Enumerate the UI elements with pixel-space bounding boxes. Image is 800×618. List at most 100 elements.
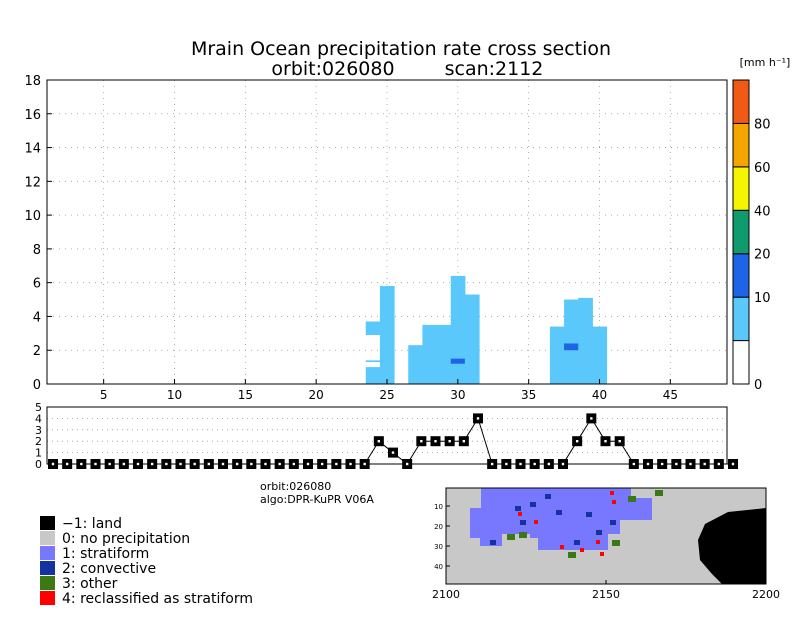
type-y-tick-label: 5 xyxy=(35,401,42,414)
title-orbit: orbit:026080 xyxy=(271,58,394,80)
type-marker-dot xyxy=(547,462,551,466)
colorbar-label: 80 xyxy=(754,117,771,132)
type-marker-dot xyxy=(420,440,423,443)
colorbar-band xyxy=(732,296,750,342)
y-tick-label: 12 xyxy=(24,175,41,190)
precip-cell xyxy=(564,343,579,351)
precip-cell xyxy=(379,286,395,384)
type-y-tick-label: 1 xyxy=(35,447,42,460)
type-marker-dot xyxy=(448,440,451,443)
info-algo: algo:DPR-KuPR V06A xyxy=(260,493,374,506)
colorbar-label: 0 xyxy=(754,378,762,393)
type-marker-dot xyxy=(533,462,536,466)
y-tick-label: 18 xyxy=(24,74,41,89)
type-marker-dot xyxy=(363,462,366,466)
precip-cell xyxy=(436,324,452,384)
precip-type-grid xyxy=(47,417,727,454)
type-marker-dot xyxy=(292,462,296,466)
type-marker-dot xyxy=(264,462,267,466)
type-marker-dot xyxy=(377,440,381,443)
info-orbit: orbit:026080 xyxy=(260,480,331,493)
type-marker-dot xyxy=(136,462,140,466)
x-tick-label: 45 xyxy=(663,388,678,402)
y-tick-label: 4 xyxy=(33,310,41,325)
swath-stratiform-patch xyxy=(530,520,570,538)
type-marker-dot xyxy=(476,417,480,420)
swath-reclassified-cell xyxy=(610,491,614,495)
type-marker-dot xyxy=(207,462,211,466)
legend-swatch-recl xyxy=(40,591,55,605)
colorbar-label: 40 xyxy=(754,204,771,219)
colorbar-band xyxy=(732,209,750,255)
y-tick-label: 16 xyxy=(24,108,41,123)
colorbar-band xyxy=(732,253,750,298)
type-marker-dot xyxy=(349,462,352,466)
type-marker-dot xyxy=(150,462,154,466)
colorbar-band xyxy=(732,166,750,211)
precip-cell xyxy=(408,345,423,384)
swath-y-tick-label: 10 xyxy=(434,503,443,511)
type-y-tick-label: 2 xyxy=(35,435,42,448)
precip-cell xyxy=(592,326,608,384)
x-tick-label: 30 xyxy=(450,388,465,402)
type-marker-dot xyxy=(519,462,522,466)
type-marker-dot xyxy=(65,462,69,466)
swath-x-tick-label: 2150 xyxy=(592,588,620,601)
cross-section-plot: 0 2 4 6 8 10 12 14 16 18 5 10 15 20 25 30 35 40 45 xyxy=(24,74,728,402)
type-y-tick-label: 3 xyxy=(35,424,42,437)
y-tick-label: 14 xyxy=(24,142,41,157)
precip-cell xyxy=(365,360,381,363)
precip-cell xyxy=(365,367,381,384)
type-marker-dot xyxy=(632,462,636,466)
swath-other-cell xyxy=(612,540,620,546)
colorbar-label: 60 xyxy=(754,161,771,176)
precip-cell xyxy=(365,321,381,336)
swath-convective-cell xyxy=(490,540,496,545)
legend-label-conv: 2: convective xyxy=(62,561,156,577)
colorbar-band xyxy=(732,340,750,385)
x-tick-label: 25 xyxy=(379,388,394,402)
legend-label-land: −1: land xyxy=(62,516,122,532)
type-marker-dot xyxy=(405,462,409,466)
colorbar-unit: [mm h⁻¹] xyxy=(740,56,791,69)
swath-stratiform-patch xyxy=(555,492,615,512)
x-tick-label: 40 xyxy=(592,388,607,402)
type-marker-dot xyxy=(703,462,706,466)
type-marker-dot xyxy=(646,462,650,466)
swath-reclassified-cell xyxy=(534,520,538,524)
swath-convective-cell xyxy=(574,540,580,545)
y-tick-label: 6 xyxy=(33,277,41,292)
swath-other-cell xyxy=(655,490,663,496)
type-marker-dot xyxy=(335,462,338,466)
swath-x-tick-label: 2200 xyxy=(752,588,780,601)
type-marker-dot xyxy=(604,440,607,443)
type-marker-dot xyxy=(561,462,565,466)
type-marker-dot xyxy=(675,462,678,466)
swath-y-tick-label: 40 xyxy=(434,563,443,571)
swath-reclassified-cell xyxy=(600,552,604,556)
type-marker-dot xyxy=(51,462,55,466)
type-marker-dot xyxy=(731,462,735,466)
legend-swatch-none xyxy=(40,531,55,545)
swath-reclassified-cell xyxy=(580,548,584,552)
swath-reclassified-cell xyxy=(560,545,564,549)
legend-label-other: 3: other xyxy=(62,576,118,592)
title-scan: scan:2112 xyxy=(445,58,544,80)
precip-cell xyxy=(578,297,593,384)
type-marker-dot xyxy=(391,451,395,454)
precip-cell xyxy=(464,294,480,384)
x-tick-label: 5 xyxy=(100,388,108,402)
swath-convective-cell xyxy=(556,510,562,515)
swath-land xyxy=(698,508,766,584)
legend-label-none: 0: no precipitation xyxy=(62,531,190,547)
type-marker-dot xyxy=(80,462,83,466)
swath-convective-cell xyxy=(530,502,536,507)
type-marker-dot xyxy=(235,462,239,466)
type-marker-dot xyxy=(490,462,494,466)
legend-swatch-conv xyxy=(40,561,55,575)
